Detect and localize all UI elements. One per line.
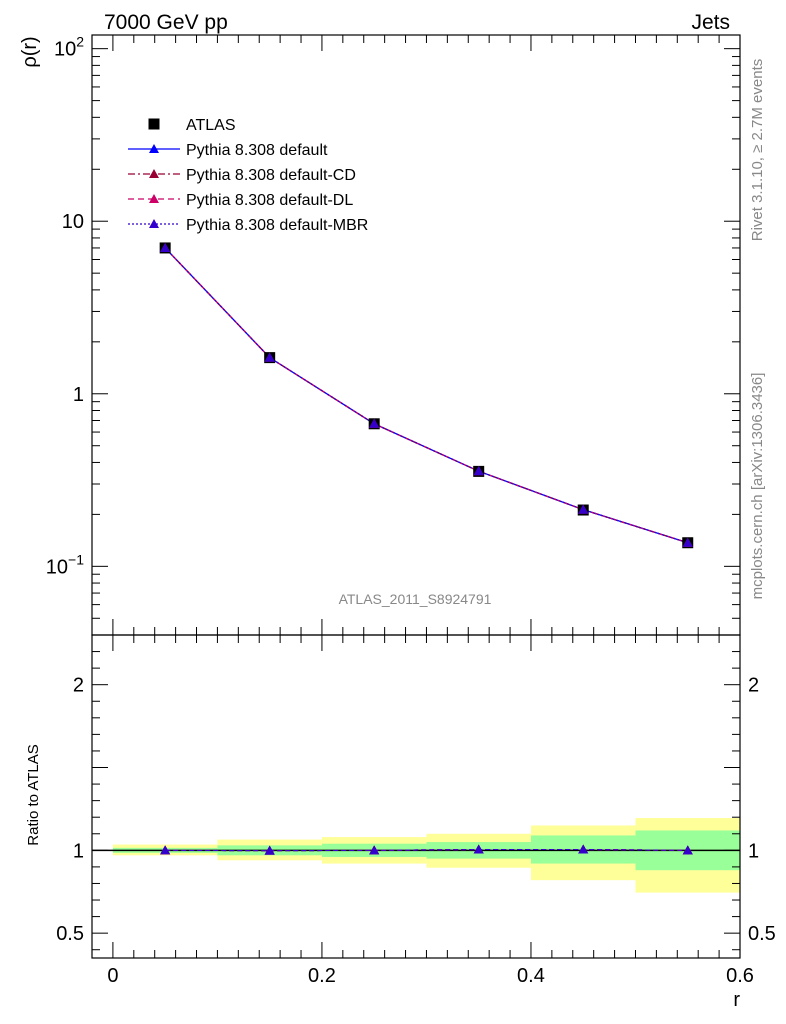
ratio-point [369,845,380,855]
ratio-point [578,844,589,854]
ratio-y-tick-label: 2 [73,675,84,697]
ratio-y-axis-label: Ratio to ATLAS [25,744,42,845]
ratio-series-line [165,848,688,852]
ratio-panel: 0 0.2 0.4 0.6 0.5 0.5 1 1 2 2 [56,634,776,987]
legend-label: Pythia 8.308 default-CD [186,167,356,184]
rivet-label: Rivet 3.1.10, ≥ 2.7M events [749,59,766,242]
x-axis-label: r [733,989,740,1011]
legend-marker-triangle [149,169,159,178]
ratio-frame [91,634,741,959]
series-line [164,247,688,544]
legend-label: Pythia 8.308 default-DL [186,192,353,209]
mc-point [578,504,589,514]
x-tick-label: 0.6 [726,965,754,987]
legend-marker-triangle [149,194,159,203]
ratio-y-tick-label: 0.5 [56,923,84,945]
legend-marker-triangle [149,219,159,228]
main-y-tick-label: 10 [62,211,84,233]
ratio-point [160,845,171,855]
mcplots-label: mcplots.cern.ch [arXiv:1306.3436] [749,373,766,600]
series-line [164,247,688,544]
header-right-label: Jets [691,11,730,34]
main-y-tick-label: 102 [54,34,84,61]
ratio-y-tick-label: 1 [73,840,84,862]
legend-label: Pythia 8.308 default [186,142,328,159]
x-tick-label: 0.2 [308,965,336,987]
ratio-y-tick-label-right: 2 [748,675,759,697]
series-line [164,247,688,544]
legend: ATLAS Pythia 8.308 default Pythia 8.308 de… [128,117,368,234]
ratio-y-tick-label-right: 0.5 [748,923,776,945]
main-y-tick-label: 10−1 [46,551,84,578]
main-y-tick-label: 1 [73,384,84,406]
main-y-axis-label: ρ(r) [19,36,41,67]
series-line [164,247,688,544]
legend-label: ATLAS [186,117,236,134]
ratio-y-tick-label-right: 1 [748,840,759,862]
ratio-point [473,844,484,854]
legend-marker-square [148,118,160,130]
legend-marker-triangle [149,144,159,153]
mc-point [160,242,171,252]
legend-label: Pythia 8.308 default-MBR [186,217,368,234]
ratio-point [682,845,693,855]
mc-point [682,537,693,547]
ratio-point [264,845,275,855]
analysis-watermark: ATLAS_2011_S8924791 [339,591,492,607]
x-tick-label: 0 [107,965,118,987]
mc-point [369,418,380,428]
x-tick-label: 0.4 [517,965,545,987]
mc-point [264,352,275,362]
mc-point [473,466,484,476]
header-left-label: 7000 GeV pp [104,11,228,34]
main-panel: 10−1 1 10 102 [46,34,741,636]
